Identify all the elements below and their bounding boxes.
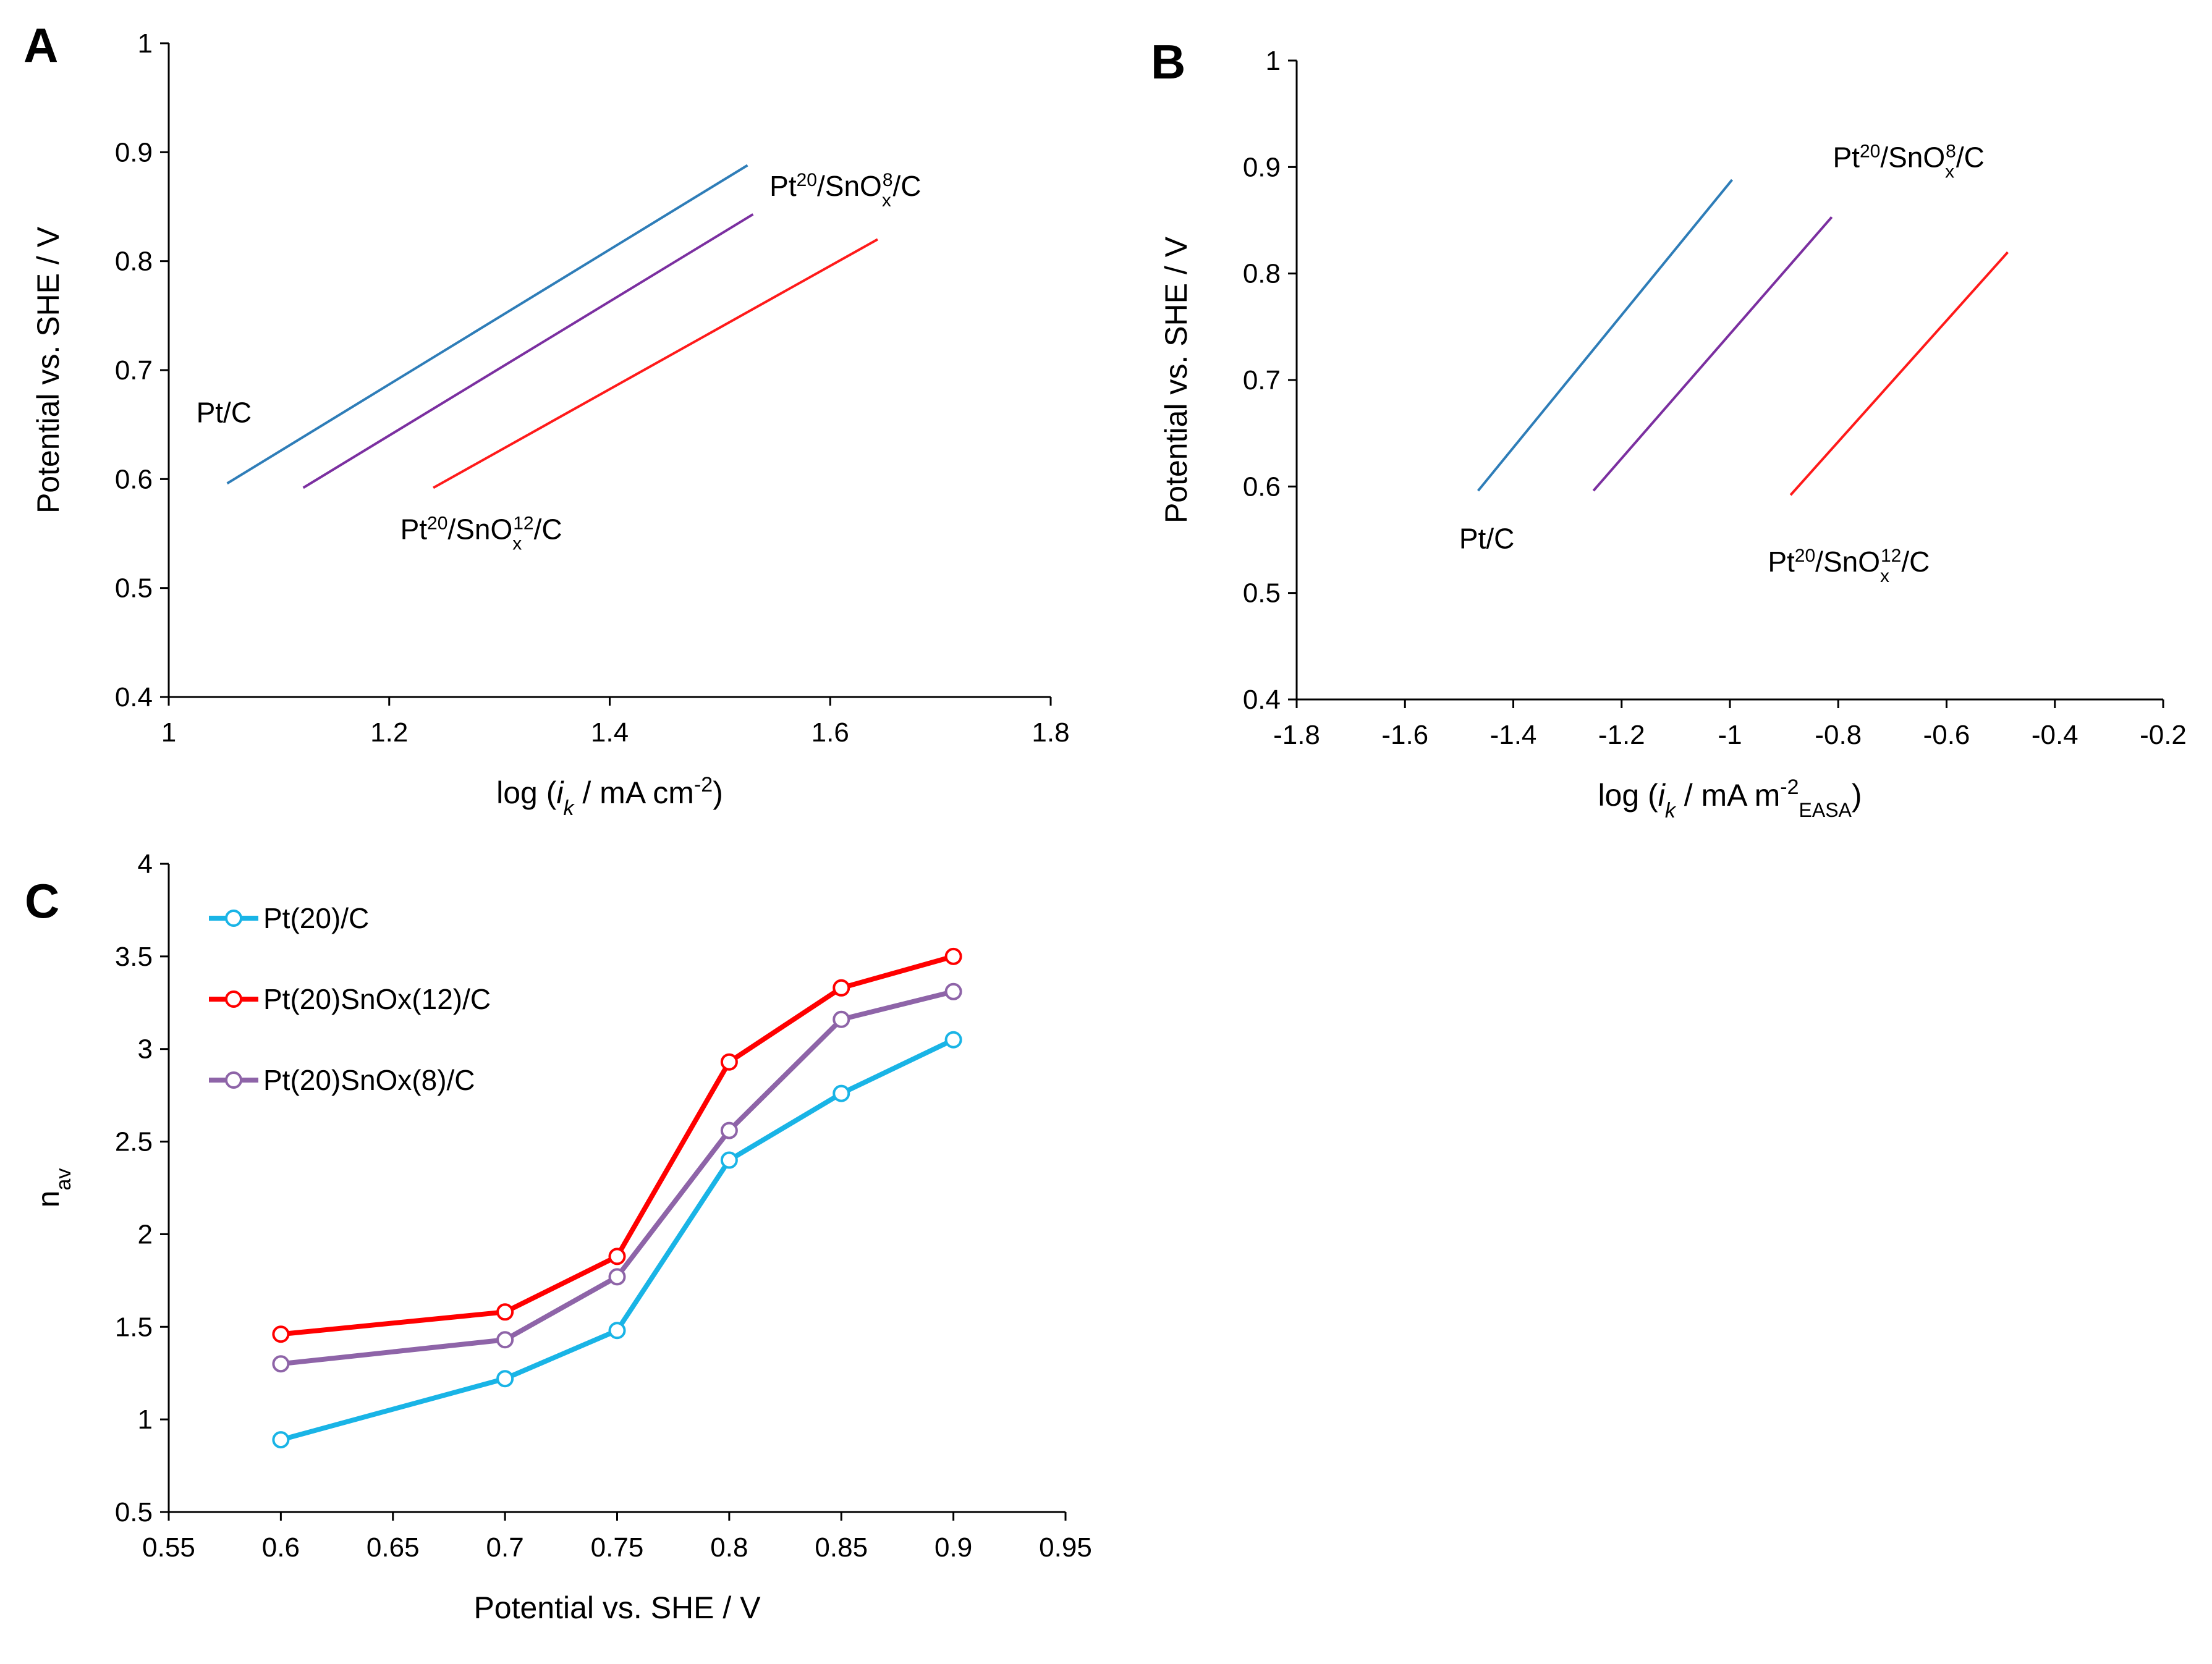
a-x-axis-label: log (ik / mA cm-2) (496, 773, 723, 820)
c-series-0-point (608, 1322, 626, 1340)
c-x-tick-label: 0.7 (486, 1532, 524, 1563)
b-y-tick-label: 1 (1266, 46, 1281, 76)
c-series-line-1 (280, 954, 954, 1337)
panel-label-b: B (1151, 35, 1185, 89)
c-series-0-point (272, 1431, 290, 1449)
b-y-tick-label: 0.9 (1243, 152, 1281, 182)
a-x-tick-label: 1.6 (811, 717, 849, 748)
panel-label-a: A (23, 18, 58, 72)
b-y-tick-label: 0.8 (1243, 259, 1281, 289)
c-series-1-point (720, 1053, 738, 1071)
c-y-tick-label: 1.5 (115, 1312, 153, 1342)
a-y-tick-label: 1 (138, 28, 153, 59)
c-x-tick-label: 0.9 (934, 1532, 972, 1563)
c-y-tick-label: 3.5 (115, 942, 153, 972)
c-legend-swatch-marker-2 (225, 1071, 242, 1089)
a-series-line-2 (433, 238, 878, 489)
b-x-tick-label: -1 (1718, 720, 1742, 750)
a-x-tick-label: 1 (161, 717, 176, 748)
b-y-tick-label: 0.7 (1243, 365, 1281, 395)
c-y-axis-label: nav (31, 1168, 75, 1208)
b-x-axis-label: log (ik / mA m-2EASA) (1598, 775, 1862, 822)
b-x-tick-label: -0.8 (1815, 720, 1862, 750)
a-annotation-1: Pt20/SnOx8/C (769, 169, 921, 210)
a-series-line-0 (226, 164, 748, 485)
c-series-2-point (944, 982, 962, 1000)
c-series-0-point (944, 1031, 962, 1049)
a-y-tick-label: 0.6 (115, 464, 153, 494)
c-legend-swatch-marker-0 (225, 910, 242, 927)
c-x-axis-label: Potential vs. SHE / V (473, 1590, 761, 1625)
b-y-axis-label: Potential vs. SHE / V (1159, 236, 1193, 523)
a-annotation-2: Pt20/SnOx12/C (400, 513, 562, 554)
c-x-tick-label: 0.55 (142, 1532, 195, 1563)
a-x-tick-label: 1.8 (1032, 717, 1069, 748)
c-series-2-point (272, 1355, 290, 1373)
c-x-tick-label: 0.65 (367, 1532, 420, 1563)
b-y-tick-label: 0.6 (1243, 471, 1281, 502)
b-x-tick-label: -1.8 (1273, 720, 1320, 750)
c-series-0-point (496, 1370, 514, 1388)
a-y-tick-label: 0.7 (115, 355, 153, 386)
c-x-tick-label: 0.95 (1039, 1532, 1092, 1563)
b-y-tick-label: 0.5 (1243, 578, 1281, 609)
b-series-line-0 (1477, 179, 1734, 492)
a-y-tick-label: 0.8 (115, 247, 153, 277)
a-y-tick-label: 0.9 (115, 137, 153, 167)
c-series-1-point (608, 1248, 626, 1265)
b-x-tick-label: -0.6 (1923, 720, 1970, 750)
a-annotation-0: Pt/C (197, 397, 252, 429)
c-series-line-0 (280, 1037, 955, 1442)
c-series-0-point (833, 1084, 850, 1102)
c-legend-swatch-marker-1 (225, 990, 242, 1008)
c-series-0-point (720, 1151, 738, 1169)
c-series-1-point (272, 1325, 290, 1343)
c-series-2-point (720, 1121, 738, 1139)
b-x-tick-label: -1.6 (1381, 720, 1428, 750)
a-x-tick-label: 1.2 (370, 717, 408, 748)
c-y-tick-label: 1 (138, 1404, 153, 1435)
c-y-tick-label: 0.5 (115, 1497, 153, 1527)
c-x-tick-label: 0.75 (591, 1532, 644, 1563)
c-series-line-2 (280, 989, 954, 1367)
a-series-line-1 (302, 213, 754, 489)
b-x-tick-label: -1.2 (1598, 720, 1645, 750)
b-annotation-0: Pt/C (1459, 522, 1514, 554)
c-legend-label-1: Pt(20)SnOx(12)/C (263, 983, 491, 1015)
c-series-2-point (833, 1010, 850, 1028)
b-series-line-2 (1789, 251, 2009, 496)
c-y-tick-label: 2 (138, 1219, 153, 1249)
c-series-1-point (944, 947, 962, 965)
a-y-axis-label: Potential vs. SHE / V (31, 226, 66, 513)
b-x-tick-label: -0.2 (2140, 720, 2187, 750)
a-y-tick-label: 0.5 (115, 573, 153, 604)
c-series-1-point (496, 1303, 514, 1321)
c-x-tick-label: 0.6 (262, 1532, 300, 1563)
c-x-tick-label: 0.85 (815, 1532, 868, 1563)
a-x-tick-label: 1.4 (591, 717, 629, 748)
c-legend-label-2: Pt(20)SnOx(8)/C (263, 1064, 475, 1096)
b-annotation-2: Pt20/SnOx12/C (1768, 546, 1930, 586)
c-legend-label-0: Pt(20)/C (263, 902, 369, 934)
a-y-tick-label: 0.4 (115, 682, 153, 712)
b-x-tick-label: -0.4 (2032, 720, 2079, 750)
b-series-line-1 (1592, 216, 1833, 492)
b-x-tick-label: -1.4 (1490, 720, 1537, 750)
b-y-tick-label: 0.4 (1243, 685, 1281, 715)
c-y-tick-label: 2.5 (115, 1127, 153, 1157)
c-series-2-point (496, 1331, 514, 1349)
c-y-tick-label: 3 (138, 1034, 153, 1065)
c-y-tick-label: 4 (138, 849, 153, 879)
c-series-2-point (608, 1268, 626, 1286)
b-annotation-1: Pt20/SnOx8/C (1833, 141, 1984, 182)
c-series-1-point (833, 979, 850, 997)
panel-label-c: C (25, 874, 59, 928)
c-x-tick-label: 0.8 (710, 1532, 748, 1563)
